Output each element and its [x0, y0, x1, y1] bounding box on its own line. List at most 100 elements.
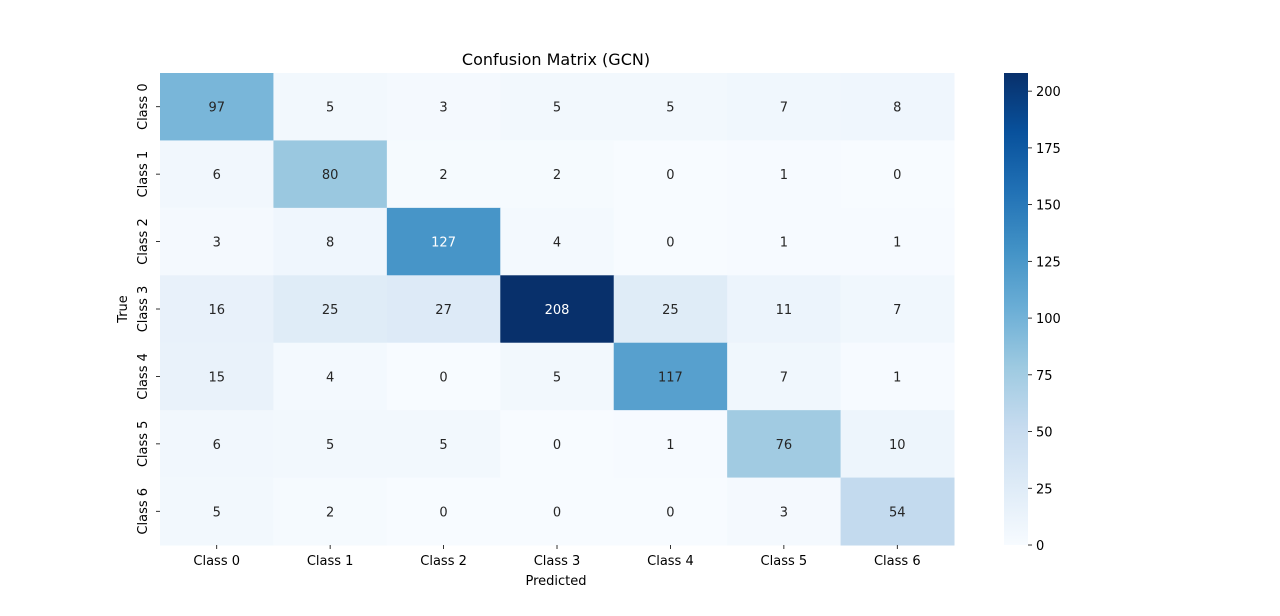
- heatmap-cell-r2-c5: [727, 207, 842, 276]
- heatmap-cell-r5-c4: [613, 410, 728, 479]
- heatmap-cell-r0-c0: [160, 73, 274, 141]
- cell-value-r4-c0: 15: [208, 370, 225, 385]
- heatmap-cell-r1-c0: [160, 140, 274, 209]
- heatmap-cell-r3-c6: [840, 275, 955, 344]
- heatmap-cell-r3-c5: [727, 275, 842, 344]
- heatmap-cell-r0-c2: [386, 73, 501, 141]
- x-tick-label-6: Class 6: [874, 554, 921, 569]
- cell-value-r0-c1: 5: [326, 101, 334, 116]
- cell-value-r3-c4: 25: [662, 303, 679, 318]
- cell-value-r6-c3: 0: [553, 505, 561, 520]
- cell-value-r5-c5: 76: [776, 438, 793, 453]
- cell-value-r1-c0: 6: [213, 168, 221, 183]
- y-axis-label: True: [116, 295, 131, 324]
- cell-value-r1-c5: 1: [780, 168, 788, 183]
- cell-value-r3-c0: 16: [208, 303, 225, 318]
- heatmap-cell-r5-c1: [273, 410, 388, 479]
- cell-value-r4-c3: 5: [553, 370, 561, 385]
- heatmap-cell-r0-c4: [613, 73, 728, 141]
- heatmap-cell-r0-c3: [500, 73, 615, 141]
- colorbar-tick-label-6: 150: [1036, 199, 1061, 214]
- cell-value-r0-c3: 5: [553, 101, 561, 116]
- cell-value-r2-c1: 8: [326, 236, 334, 251]
- cell-value-r6-c5: 3: [780, 505, 788, 520]
- heatmap-cell-r0-c6: [840, 73, 955, 141]
- heatmap-cell-r5-c2: [386, 410, 501, 479]
- y-axis: Class 0 Class 1 Class 2 Class 3 Class 4 Class…: [136, 83, 160, 535]
- x-tick-label-3: Class 3: [534, 554, 581, 569]
- colorbar-tick-label-2: 50: [1036, 426, 1053, 441]
- cell-value-r0-c6: 8: [893, 101, 901, 116]
- heatmap-cell-r2-c2: [386, 207, 501, 276]
- colorbar-gradient: [1004, 73, 1028, 546]
- y-tick-label-2: Class 2: [136, 218, 151, 265]
- cell-value-r5-c2: 5: [439, 438, 447, 453]
- cell-value-r1-c3: 2: [553, 168, 561, 183]
- x-tick-label-4: Class 4: [647, 554, 694, 569]
- heatmap-cell-r1-c5: [727, 140, 842, 209]
- cell-value-r5-c0: 6: [213, 438, 221, 453]
- heatmap-cell-r1-c4: [613, 140, 728, 209]
- cell-value-r1-c6: 0: [893, 168, 901, 183]
- cell-value-r6-c0: 5: [213, 505, 221, 520]
- y-tick-label-0: Class 0: [136, 83, 151, 130]
- x-axis: Class 0 Class 1 Class 2 Class 3 Class 4 Class…: [193, 545, 921, 569]
- heatmap-cell-r4-c4: [613, 342, 728, 411]
- cell-value-r4-c5: 7: [780, 370, 788, 385]
- cell-value-r1-c4: 0: [666, 168, 674, 183]
- heatmap-cell-r3-c0: [160, 275, 274, 344]
- cell-value-r3-c1: 25: [322, 303, 339, 318]
- heatmap-cell-r0-c1: [273, 73, 388, 141]
- colorbar-tick-label-7: 175: [1036, 142, 1061, 157]
- cell-value-r2-c4: 0: [666, 236, 674, 251]
- cell-value-r6-c4: 0: [666, 505, 674, 520]
- y-tick-label-1: Class 1: [136, 151, 151, 198]
- y-tick-label-3: Class 3: [136, 286, 151, 333]
- y-tick-label-5: Class 5: [136, 421, 151, 468]
- cell-value-r4-c4: 117: [658, 370, 683, 385]
- heatmap-cell-r6-c2: [386, 477, 501, 546]
- heatmap-cell-r6-c3: [500, 477, 615, 546]
- heatmap-cell-r6-c5: [727, 477, 842, 546]
- cell-value-r1-c1: 80: [322, 168, 339, 183]
- heatmap-cell-r4-c1: [273, 342, 388, 411]
- cell-value-r4-c6: 1: [893, 370, 901, 385]
- heatmap-cell-r6-c0: [160, 477, 274, 546]
- colorbar: 0 25 50 75 100 125 150 175 200: [1004, 73, 1061, 554]
- cell-value-r3-c5: 11: [776, 303, 793, 318]
- heatmap-cell-r4-c0: [160, 342, 274, 411]
- heatmap-cell-r2-c0: [160, 207, 274, 276]
- cell-value-r6-c6: 54: [889, 505, 906, 520]
- x-axis-label: Predicted: [525, 574, 586, 589]
- cell-value-r5-c1: 5: [326, 438, 334, 453]
- cell-value-r2-c6: 1: [893, 236, 901, 251]
- heatmap-cell-r1-c1: [273, 140, 388, 209]
- cell-value-r0-c2: 3: [439, 101, 447, 116]
- heatmap-cell-r3-c1: [273, 275, 388, 344]
- heatmap-cell-r4-c2: [386, 342, 501, 411]
- heatmap-cell-r0-c5: [727, 73, 842, 141]
- cell-value-r2-c3: 4: [553, 236, 561, 251]
- cell-value-r6-c1: 2: [326, 505, 334, 520]
- x-tick-label-2: Class 2: [420, 554, 467, 569]
- heatmap-cell-r2-c4: [613, 207, 728, 276]
- heatmap-cell-r2-c3: [500, 207, 615, 276]
- cell-value-r2-c0: 3: [213, 236, 221, 251]
- heatmap-cell-r1-c2: [386, 140, 501, 209]
- cell-value-r1-c2: 2: [439, 168, 447, 183]
- heatmap-cell-r4-c5: [727, 342, 842, 411]
- colorbar-tick-label-1: 25: [1036, 482, 1053, 497]
- chart-title: Confusion Matrix (GCN): [462, 50, 650, 69]
- heatmap-cell-r1-c3: [500, 140, 615, 209]
- x-tick-label-5: Class 5: [761, 554, 808, 569]
- heatmap-cell-r3-c3: [500, 275, 615, 344]
- cell-value-r3-c2: 27: [435, 303, 452, 318]
- heatmap-cell-r5-c3: [500, 410, 615, 479]
- heatmap-cell-r4-c3: [500, 342, 615, 411]
- colorbar-tick-label-5: 125: [1036, 255, 1061, 270]
- cell-value-r5-c4: 1: [666, 438, 674, 453]
- colorbar-tick-label-0: 0: [1036, 539, 1044, 554]
- cell-value-r0-c5: 7: [780, 101, 788, 116]
